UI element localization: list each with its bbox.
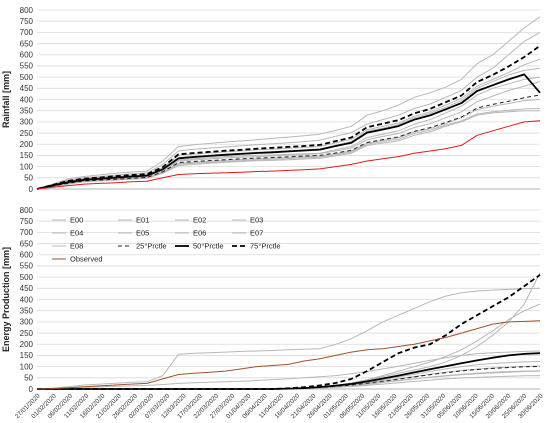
y-tick-label: 450 xyxy=(20,84,34,93)
y-tick-label: 200 xyxy=(20,140,34,149)
y-tick-label: 400 xyxy=(20,295,34,304)
y-tick-label: 650 xyxy=(20,39,34,48)
series-line-observed xyxy=(36,120,541,190)
y-tick-label: 250 xyxy=(20,329,34,338)
legend-entry: 25°Prctle xyxy=(118,242,167,251)
legend-entry: E03 xyxy=(232,216,263,225)
y-tick-label: 50 xyxy=(24,374,33,383)
legend-label: 25°Prctle xyxy=(136,242,167,251)
legend-label: E02 xyxy=(193,216,206,225)
series-line-e05 xyxy=(36,81,541,190)
y-tick-label: 700 xyxy=(20,228,34,237)
series-line-75-prctle xyxy=(36,45,541,190)
y-tick-label: 50 xyxy=(24,174,33,183)
top-series-lines xyxy=(36,16,541,190)
series-line-e04 xyxy=(36,58,541,190)
y-tick-label: 150 xyxy=(20,351,34,360)
series-line-25-prctle xyxy=(37,365,541,390)
y-tick-label: 650 xyxy=(20,239,34,248)
legend-label: E00 xyxy=(70,216,83,225)
y-tick-label: 600 xyxy=(20,251,34,260)
series-line-e08 xyxy=(36,108,541,190)
top-y-tick-labels: 0 50 100 150 200 250 300 350 400 450 500 550 600 650 7… xyxy=(20,6,34,194)
series-line-25-prctle xyxy=(36,94,541,190)
legend-entry: 75°Prctle xyxy=(232,242,281,251)
y-tick-label: 150 xyxy=(20,151,34,160)
series-line-observed xyxy=(36,320,541,390)
series-line-e00 xyxy=(36,350,541,390)
y-tick-label: 400 xyxy=(20,95,34,104)
legend-entry: E04 xyxy=(52,229,83,238)
legend-label: E03 xyxy=(250,216,263,225)
legend-label: E07 xyxy=(250,229,263,238)
y-tick-label: 550 xyxy=(20,262,34,271)
y-tick-label: 500 xyxy=(20,73,34,82)
legend-label: 75°Prctle xyxy=(250,242,281,251)
legend-entry: E01 xyxy=(118,216,149,225)
legend-entry: E07 xyxy=(232,229,263,238)
y-tick-label: 350 xyxy=(20,306,34,315)
y-tick-label: 100 xyxy=(20,362,34,371)
bottom-series-lines xyxy=(36,272,541,390)
bottom-y-axis-label: Energy Production [mm] xyxy=(1,247,11,352)
chart-top: 0 50 100 150 200 250 300 350 400 450 500 550 600 650 7… xyxy=(1,6,541,194)
series-line-75-prctle xyxy=(37,274,541,390)
series-line-e01 xyxy=(36,31,541,190)
legend: E00 E01 E02 E03 E04 E05 E06 E07 E08 25°Prctle 50°P… xyxy=(52,216,281,264)
legend-entry: 50°Prctle xyxy=(175,242,224,251)
y-tick-label: 800 xyxy=(20,206,34,215)
legend-label: E08 xyxy=(70,242,83,251)
y-tick-label: 350 xyxy=(20,106,34,115)
legend-entry: E08 xyxy=(52,242,83,251)
legend-label: E01 xyxy=(136,216,149,225)
y-tick-label: 550 xyxy=(20,62,34,71)
top-gridlines xyxy=(37,9,540,190)
series-line-e02 xyxy=(36,16,541,190)
y-tick-label: 700 xyxy=(20,28,34,37)
legend-entry: E00 xyxy=(52,216,83,225)
series-line-e07 xyxy=(37,303,541,390)
y-tick-label: 0 xyxy=(29,185,34,194)
legend-entry: E02 xyxy=(175,216,206,225)
y-tick-label: 100 xyxy=(20,162,34,171)
legend-label: E06 xyxy=(193,229,206,238)
y-tick-label: 250 xyxy=(20,129,34,138)
series-line-e02 xyxy=(37,272,541,390)
legend-label: 50°Prctle xyxy=(193,242,224,251)
y-tick-label: 450 xyxy=(20,284,34,293)
y-tick-label: 750 xyxy=(20,217,34,226)
y-tick-label: 0 xyxy=(29,385,34,394)
legend-label: E05 xyxy=(136,229,149,238)
y-tick-label: 300 xyxy=(20,318,34,327)
legend-label: Observed xyxy=(70,255,103,264)
series-line-e01 xyxy=(36,287,541,390)
legend-entry: E05 xyxy=(118,229,149,238)
bottom-x-tick-labels: 27/01/202001/02/202006/02/202011/02/2020… xyxy=(14,392,545,420)
y-tick-label: 800 xyxy=(20,6,34,15)
chart-bottom: 0 50 100 150 200 250 300 350 400 450 500 550 600 650 7… xyxy=(1,206,545,420)
bottom-y-tick-labels: 0 50 100 150 200 250 300 350 400 450 500 550 600 650 7… xyxy=(20,206,34,394)
series-line-50-prctle xyxy=(36,73,541,190)
legend-label: E04 xyxy=(70,229,83,238)
y-tick-label: 200 xyxy=(20,340,34,349)
y-tick-label: 300 xyxy=(20,118,34,127)
top-y-axis-label: Rainfall [mm] xyxy=(1,71,11,128)
legend-entry: Observed xyxy=(52,255,103,264)
y-tick-label: 500 xyxy=(20,273,34,282)
y-tick-label: 600 xyxy=(20,51,34,60)
legend-entry: E06 xyxy=(175,229,206,238)
y-tick-label: 750 xyxy=(20,17,34,26)
